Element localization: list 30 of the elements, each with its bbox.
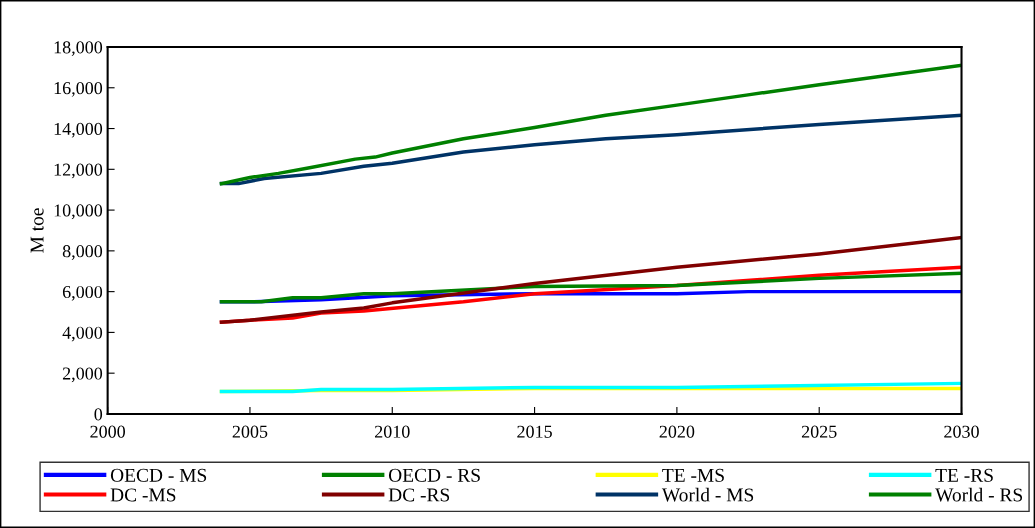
line-series bbox=[219, 271, 962, 304]
y-tick-label: 16,000 bbox=[54, 82, 103, 97]
line-series bbox=[219, 63, 962, 186]
y-tick-label: 18,000 bbox=[54, 41, 103, 57]
x-tick-label: 2020 bbox=[659, 425, 695, 438]
x-tick-label: 2000 bbox=[90, 425, 126, 438]
y-tick-label: 10,000 bbox=[54, 204, 103, 220]
x-tick-label: 2030 bbox=[944, 425, 979, 438]
x-tick-label: 2015 bbox=[517, 425, 552, 438]
legend-label: OECD - MS bbox=[110, 468, 207, 482]
y-tick-label: 14,000 bbox=[54, 122, 103, 138]
legend-label: World - RS bbox=[935, 487, 1023, 502]
legend-label: OECD - RS bbox=[388, 468, 480, 482]
legend-label: DC -MS bbox=[110, 488, 176, 502]
y-axis-title: M toe bbox=[30, 208, 44, 253]
legend-label: TE -MS bbox=[662, 468, 724, 482]
legend-label: DC -RS bbox=[388, 488, 450, 502]
y-tick-label: 0 bbox=[94, 408, 103, 421]
x-tick-label: 2005 bbox=[232, 425, 268, 438]
legend-label: World - MS bbox=[661, 487, 754, 502]
line-series bbox=[219, 235, 962, 324]
x-tick-label: 2025 bbox=[801, 425, 837, 438]
line-series bbox=[219, 381, 962, 394]
y-tick-label: 8,000 bbox=[62, 245, 103, 260]
y-tick-label: 4,000 bbox=[62, 326, 103, 342]
y-tick-label: 6,000 bbox=[62, 285, 103, 301]
x-tick-label: 2010 bbox=[375, 425, 410, 438]
legend-label: TE -RS bbox=[935, 468, 993, 482]
y-tick-label: 12,000 bbox=[54, 163, 103, 179]
y-tick-label: 2,000 bbox=[62, 367, 103, 383]
